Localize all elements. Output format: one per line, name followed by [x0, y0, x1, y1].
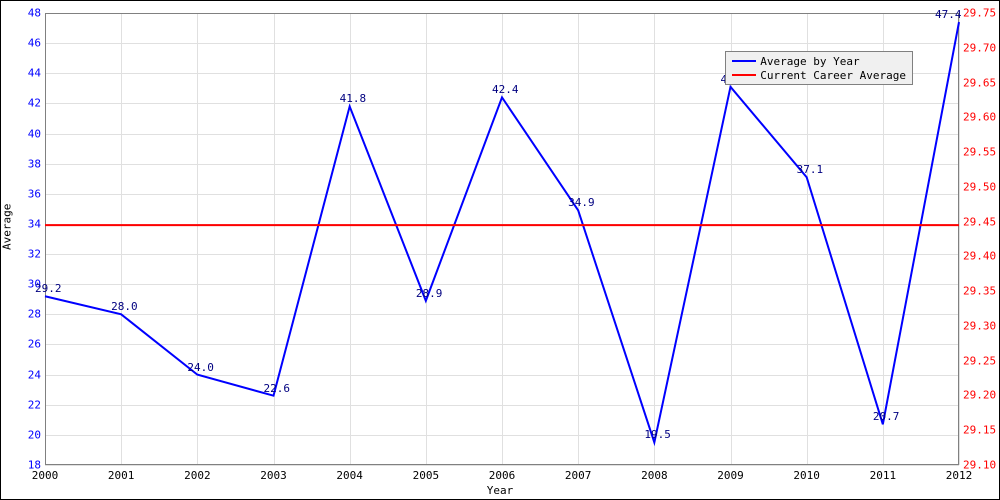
y-right-tick-label: 29.30: [959, 319, 996, 332]
x-tick-label: 2000: [32, 465, 59, 482]
y-right-tick-label: 29.45: [959, 215, 996, 228]
y-right-tick-label: 29.40: [959, 250, 996, 263]
legend-label: Average by Year: [760, 55, 859, 68]
x-tick-label: 2012: [946, 465, 973, 482]
gridline-vertical: [959, 13, 960, 465]
y-right-tick-label: 29.15: [959, 424, 996, 437]
y-right-tick-label: 29.75: [959, 7, 996, 20]
y-left-tick-label: 46: [28, 37, 45, 50]
y-right-tick-label: 29.60: [959, 111, 996, 124]
y-right-tick-label: 29.65: [959, 76, 996, 89]
y-left-tick-label: 20: [28, 428, 45, 441]
y-left-tick-label: 48: [28, 7, 45, 20]
y-left-tick-label: 44: [28, 67, 45, 80]
x-tick-label: 2005: [413, 465, 440, 482]
y-right-tick-label: 29.25: [959, 354, 996, 367]
dual-axis-line-chart: 1820222426283032343638404244464829.1029.…: [0, 0, 1000, 500]
data-point-label: 41.8: [340, 92, 367, 105]
data-point-label: 20.7: [873, 410, 900, 423]
y-right-tick-label: 29.20: [959, 389, 996, 402]
legend: Average by YearCurrent Career Average: [725, 51, 913, 85]
x-axis-title: Year: [487, 484, 514, 497]
y-left-tick-label: 36: [28, 187, 45, 200]
y-left-tick-label: 24: [28, 368, 45, 381]
data-point-label: 28.9: [416, 287, 443, 300]
y-left-tick-label: 22: [28, 398, 45, 411]
legend-item: Average by Year: [732, 54, 906, 68]
data-point-label: 37.1: [797, 163, 824, 176]
x-tick-label: 2010: [793, 465, 820, 482]
y-left-tick-label: 38: [28, 157, 45, 170]
x-tick-label: 2007: [565, 465, 592, 482]
x-tick-label: 2001: [108, 465, 135, 482]
legend-label: Current Career Average: [760, 69, 906, 82]
data-point-label: 22.6: [264, 382, 291, 395]
y-right-tick-label: 29.70: [959, 41, 996, 54]
legend-swatch: [732, 74, 756, 76]
data-point-label: 29.2: [35, 282, 62, 295]
data-point-label: 47.4: [935, 8, 962, 21]
data-point-label: 42.4: [492, 83, 519, 96]
x-tick-label: 2011: [870, 465, 897, 482]
y-left-tick-label: 40: [28, 127, 45, 140]
y-axis-title: Average: [1, 204, 14, 250]
y-left-tick-label: 32: [28, 248, 45, 261]
y-right-tick-label: 29.50: [959, 180, 996, 193]
data-point-label: 24.0: [187, 361, 214, 374]
data-point-label: 19.5: [644, 428, 671, 441]
legend-swatch: [732, 60, 756, 62]
x-tick-label: 2002: [184, 465, 211, 482]
x-tick-label: 2009: [717, 465, 744, 482]
x-tick-label: 2003: [260, 465, 287, 482]
x-tick-label: 2008: [641, 465, 668, 482]
x-tick-label: 2006: [489, 465, 516, 482]
y-left-tick-label: 34: [28, 217, 45, 230]
y-right-tick-label: 29.35: [959, 285, 996, 298]
y-left-tick-label: 28: [28, 308, 45, 321]
data-point-label: 34.9: [568, 196, 595, 209]
x-tick-label: 2004: [336, 465, 363, 482]
legend-item: Current Career Average: [732, 68, 906, 82]
y-left-tick-label: 26: [28, 338, 45, 351]
y-left-tick-label: 42: [28, 97, 45, 110]
data-point-label: 28.0: [111, 300, 138, 313]
y-right-tick-label: 29.55: [959, 146, 996, 159]
